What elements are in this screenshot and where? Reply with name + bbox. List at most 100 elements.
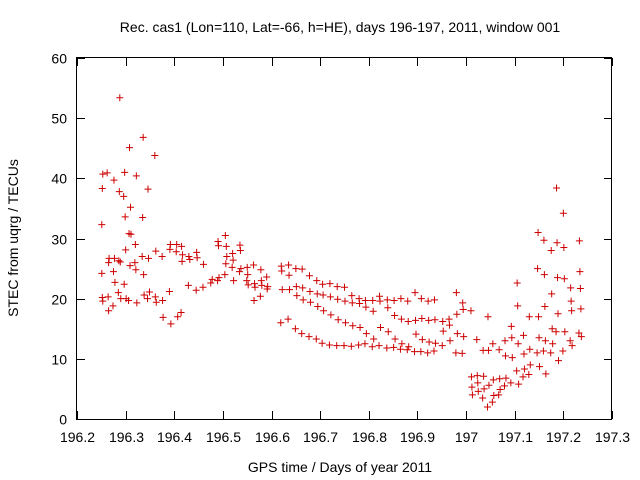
data-point xyxy=(424,297,432,305)
data-point xyxy=(513,279,521,287)
data-point xyxy=(325,341,333,349)
data-point xyxy=(334,295,342,303)
data-point xyxy=(172,248,180,256)
data-point xyxy=(539,347,547,355)
data-point xyxy=(534,228,542,236)
data-point xyxy=(140,291,148,299)
data-point xyxy=(453,330,461,338)
data-point xyxy=(418,315,426,323)
data-point xyxy=(165,287,173,295)
data-point xyxy=(138,253,146,261)
data-point xyxy=(369,307,377,315)
data-point xyxy=(430,347,438,355)
x-tick-label: 196.8 xyxy=(352,429,387,445)
data-point xyxy=(133,299,141,307)
data-point xyxy=(120,280,128,288)
data-point xyxy=(314,302,322,310)
data-point xyxy=(236,247,244,255)
data-point xyxy=(488,398,496,406)
data-point xyxy=(519,373,527,381)
data-point xyxy=(575,329,583,337)
data-point xyxy=(467,307,475,315)
data-point xyxy=(125,230,133,238)
data-point xyxy=(152,247,160,255)
y-axis-label: STEC from uqrg / TECUs xyxy=(5,159,21,317)
data-point xyxy=(453,310,461,318)
data-point xyxy=(459,299,467,307)
data-point xyxy=(541,302,549,310)
data-point xyxy=(151,151,159,159)
data-point xyxy=(122,246,130,254)
data-point xyxy=(480,385,488,393)
data-point xyxy=(250,261,258,269)
data-point xyxy=(293,292,301,300)
data-point xyxy=(567,284,575,292)
data-point xyxy=(318,339,326,347)
data-point xyxy=(208,275,216,283)
data-point xyxy=(396,345,404,353)
chart-title: Rec. cas1 (Lon=110, Lat=-66, h=HE), days… xyxy=(120,19,561,35)
data-point xyxy=(333,342,341,350)
data-point xyxy=(221,231,229,239)
data-point xyxy=(285,271,293,279)
data-point xyxy=(439,327,447,335)
data-point xyxy=(333,283,341,291)
data-point xyxy=(384,328,392,336)
data-point xyxy=(110,254,118,262)
data-point xyxy=(313,290,321,298)
data-point xyxy=(221,271,229,279)
axis-ticks xyxy=(77,58,613,420)
data-point xyxy=(540,236,548,244)
data-point xyxy=(526,361,534,369)
data-point xyxy=(298,265,306,273)
data-point xyxy=(158,253,166,261)
data-point xyxy=(467,373,475,381)
data-point xyxy=(404,318,412,326)
data-point xyxy=(577,333,585,341)
data-point xyxy=(459,305,467,313)
data-point xyxy=(173,241,181,249)
data-point xyxy=(127,230,135,238)
data-point xyxy=(111,278,119,286)
data-point xyxy=(507,322,515,330)
data-point xyxy=(549,340,557,348)
data-point xyxy=(547,349,555,357)
data-point xyxy=(384,304,392,312)
data-point xyxy=(405,343,413,351)
data-point xyxy=(370,335,378,343)
data-point xyxy=(390,343,398,351)
data-point xyxy=(513,367,521,375)
x-tick-label: 196.2 xyxy=(60,429,95,445)
data-point xyxy=(151,293,159,301)
data-point xyxy=(277,319,285,327)
plot-border xyxy=(76,57,612,420)
data-point xyxy=(312,335,320,343)
data-point xyxy=(284,315,292,323)
data-point xyxy=(199,283,207,291)
y-tick-label: 10 xyxy=(51,352,67,368)
data-point xyxy=(397,295,405,303)
data-point xyxy=(251,283,259,291)
data-point xyxy=(285,261,293,269)
data-point xyxy=(576,284,584,292)
data-point xyxy=(397,315,405,323)
data-point xyxy=(520,350,528,358)
data-point xyxy=(305,272,313,280)
data-point xyxy=(391,312,399,320)
data-point xyxy=(501,337,509,345)
data-point xyxy=(244,271,252,279)
data-point xyxy=(577,305,585,313)
data-point xyxy=(116,94,124,102)
x-tick-label: 196.7 xyxy=(303,429,338,445)
data-point xyxy=(114,289,122,297)
data-point xyxy=(298,330,306,338)
data-point xyxy=(222,260,230,268)
data-point xyxy=(174,313,182,321)
data-point xyxy=(430,296,438,304)
x-axis-label: GPS time / Days of year 2011 xyxy=(248,459,432,475)
data-point xyxy=(229,256,237,264)
data-point xyxy=(326,280,334,288)
data-point xyxy=(319,280,327,288)
data-point xyxy=(417,348,425,356)
data-point xyxy=(334,316,342,324)
